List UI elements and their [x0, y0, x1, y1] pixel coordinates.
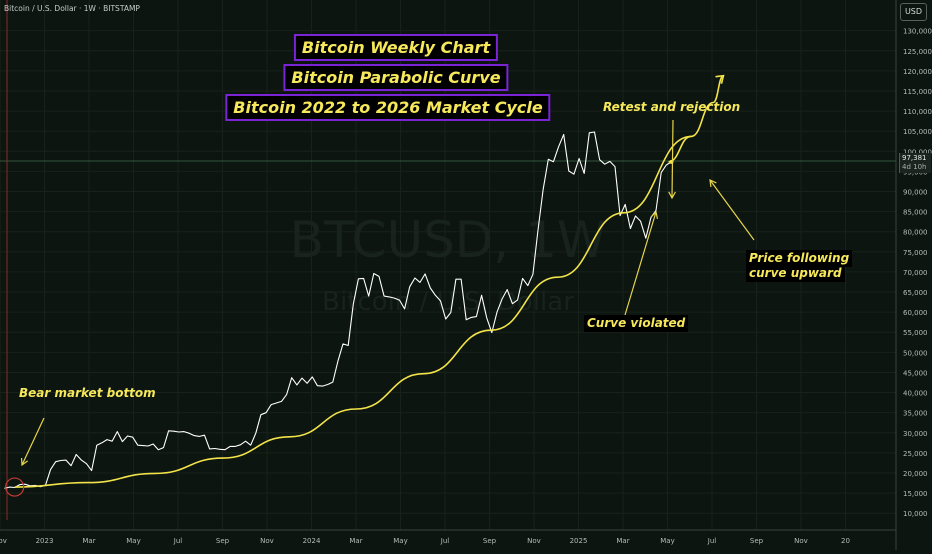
y-tick-label: 45,000 — [903, 369, 928, 377]
price-following-arrow-head — [709, 178, 717, 188]
y-tick-label: 85,000 — [903, 209, 928, 217]
y-tick-label: 35,000 — [903, 410, 928, 418]
price-following-arrow — [709, 179, 755, 241]
x-tick-label: Sep — [216, 537, 230, 545]
y-tick-label: 10,000 — [903, 510, 928, 518]
chart-title-1: Bitcoin Weekly Chart — [293, 34, 499, 61]
last-price-value: 97,381 — [902, 154, 927, 162]
y-tick-label: 70,000 — [903, 269, 928, 277]
x-tick-label: Nov — [260, 537, 274, 545]
watermark-ticker: BTCUSD, 1W — [290, 211, 607, 269]
x-tick-label: May — [660, 537, 674, 545]
curve-violated-label: Curve violated — [584, 315, 689, 332]
chart-title-2: Bitcoin Parabolic Curve — [283, 64, 509, 91]
y-tick-label: 15,000 — [903, 490, 928, 498]
bear-bottom-arrow — [21, 417, 45, 466]
x-tick-label: Mar — [616, 537, 629, 545]
time-axis: Nov 2023 Mar May Jul Sep Nov 2024 Mar May Jul Sep No… — [0, 537, 850, 545]
y-tick-label: 30,000 — [903, 430, 928, 438]
y-tick-label: 130,000 — [903, 28, 932, 36]
last-price-tag: 97,381 4d 10h — [899, 153, 931, 173]
x-tick-label: 2023 — [36, 537, 54, 545]
price-following-label-2: curve upward — [746, 265, 845, 282]
currency-button[interactable]: USD — [900, 3, 927, 21]
chart-title-3: Bitcoin 2022 to 2026 Market Cycle — [225, 94, 551, 121]
bear-bottom-circle — [5, 477, 25, 497]
x-tick-label: May — [126, 537, 140, 545]
y-tick-label: 60,000 — [903, 309, 928, 317]
price-axis: 10,000 15,000 20,000 25,000 30,000 35,000 40,0… — [903, 28, 932, 519]
y-tick-label: 20,000 — [903, 470, 928, 478]
x-tick-label: 2024 — [303, 537, 321, 545]
x-tick-label: 2025 — [570, 537, 588, 545]
retest-arrow-head — [668, 191, 676, 200]
price-following-label-1: Price following — [746, 250, 853, 267]
y-tick-label: 40,000 — [903, 390, 928, 398]
watermark: BTCUSD, 1W Bitcoin / U.S. Dollar — [290, 211, 607, 317]
retest-arrow — [671, 119, 674, 199]
y-tick-label: 75,000 — [903, 249, 928, 257]
y-tick-label: 25,000 — [903, 450, 928, 458]
y-tick-label: 110,000 — [903, 108, 932, 116]
x-tick-label: Nov — [794, 537, 808, 545]
y-tick-label: 80,000 — [903, 229, 928, 237]
curve-violated-arrow — [624, 211, 657, 316]
retest-rejection-label: Retest and rejection — [603, 100, 741, 114]
annotation-arrows — [20, 119, 755, 467]
bear-bottom-arrow-head — [20, 457, 28, 467]
x-tick-label: Sep — [750, 537, 764, 545]
x-tick-label: Nov — [0, 537, 7, 545]
bar-countdown: 4d 10h — [902, 163, 927, 171]
y-tick-label: 115,000 — [903, 88, 932, 96]
symbol-header: Bitcoin / U.S. Dollar · 1W · BITSTAMP — [4, 4, 140, 13]
x-tick-label: Jul — [173, 537, 183, 545]
projection-arrowhead — [715, 74, 725, 84]
x-tick-label: Mar — [349, 537, 362, 545]
y-tick-label: 100,000 — [903, 148, 932, 156]
curve-violated-arrow-head — [650, 210, 659, 219]
x-tick-label: Jul — [440, 537, 450, 545]
y-tick-label: 55,000 — [903, 329, 928, 337]
x-tick-label: Mar — [82, 537, 95, 545]
watermark-name: Bitcoin / U.S. Dollar — [322, 287, 574, 317]
x-tick-label: 20 — [841, 537, 850, 545]
bear-market-bottom-label: Bear market bottom — [19, 386, 156, 400]
y-tick-label: 125,000 — [903, 48, 932, 56]
x-tick-label: Sep — [483, 537, 497, 545]
y-tick-label: 65,000 — [903, 289, 928, 297]
x-tick-label: Nov — [527, 537, 541, 545]
y-tick-label: 120,000 — [903, 68, 932, 76]
y-tick-label: 105,000 — [903, 128, 932, 136]
price-series — [4, 131, 672, 489]
x-tick-label: May — [393, 537, 407, 545]
y-tick-label: 90,000 — [903, 189, 928, 197]
parabolic_curve-series — [14, 135, 692, 488]
curve_projection-series — [668, 74, 724, 163]
x-tick-label: Jul — [707, 537, 717, 545]
y-tick-label: 50,000 — [903, 349, 928, 357]
